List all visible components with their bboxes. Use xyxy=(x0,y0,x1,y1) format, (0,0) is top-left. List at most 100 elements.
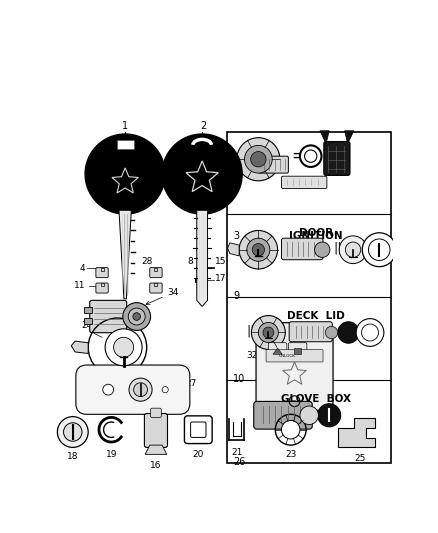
Circle shape xyxy=(251,316,285,350)
Circle shape xyxy=(356,319,384,346)
Polygon shape xyxy=(228,243,239,256)
Text: 19: 19 xyxy=(106,450,117,459)
Text: 23: 23 xyxy=(285,450,297,459)
Circle shape xyxy=(105,329,142,366)
Bar xyxy=(155,284,158,287)
Text: DECK  LID: DECK LID xyxy=(287,311,345,321)
Circle shape xyxy=(247,238,270,261)
Bar xyxy=(100,284,103,287)
Circle shape xyxy=(258,322,279,343)
Text: 32: 32 xyxy=(246,351,258,360)
Circle shape xyxy=(282,421,300,439)
FancyBboxPatch shape xyxy=(324,142,350,175)
FancyBboxPatch shape xyxy=(268,343,287,360)
Text: 22: 22 xyxy=(273,398,285,407)
FancyBboxPatch shape xyxy=(256,322,333,410)
Polygon shape xyxy=(294,348,301,354)
Circle shape xyxy=(123,303,151,330)
Text: GLOVE  BOX: GLOVE BOX xyxy=(281,394,351,404)
FancyBboxPatch shape xyxy=(96,268,108,278)
Bar xyxy=(85,306,92,313)
Polygon shape xyxy=(197,210,208,306)
Text: DOOR: DOOR xyxy=(299,228,333,238)
Text: UNLOCK: UNLOCK xyxy=(279,354,295,358)
Text: =: = xyxy=(291,147,305,165)
Bar xyxy=(227,132,391,463)
FancyBboxPatch shape xyxy=(151,408,161,417)
Circle shape xyxy=(251,151,266,167)
Polygon shape xyxy=(320,131,329,144)
Circle shape xyxy=(368,239,390,261)
Circle shape xyxy=(252,244,265,256)
Text: IGNITION: IGNITION xyxy=(289,231,343,241)
FancyBboxPatch shape xyxy=(289,322,332,342)
Bar xyxy=(100,268,103,271)
Text: 28: 28 xyxy=(141,257,152,266)
Polygon shape xyxy=(71,341,88,353)
Circle shape xyxy=(244,146,272,173)
Circle shape xyxy=(239,230,278,269)
Polygon shape xyxy=(145,445,167,454)
Circle shape xyxy=(304,150,317,163)
Text: 17: 17 xyxy=(215,273,227,282)
FancyBboxPatch shape xyxy=(282,238,323,260)
Polygon shape xyxy=(339,418,375,447)
Circle shape xyxy=(162,386,168,393)
Circle shape xyxy=(162,134,242,214)
FancyBboxPatch shape xyxy=(288,343,307,360)
FancyBboxPatch shape xyxy=(90,301,127,333)
Text: 3: 3 xyxy=(233,231,239,241)
Text: 20: 20 xyxy=(193,450,204,459)
FancyBboxPatch shape xyxy=(150,268,162,278)
Text: 27: 27 xyxy=(173,379,197,390)
FancyBboxPatch shape xyxy=(76,365,190,414)
FancyBboxPatch shape xyxy=(266,350,323,362)
Circle shape xyxy=(64,423,82,441)
Circle shape xyxy=(339,236,367,264)
Polygon shape xyxy=(273,348,282,354)
Circle shape xyxy=(361,324,378,341)
Circle shape xyxy=(134,383,148,397)
Polygon shape xyxy=(345,131,354,144)
FancyBboxPatch shape xyxy=(191,422,206,438)
Circle shape xyxy=(113,337,134,357)
Bar xyxy=(155,268,158,271)
Text: ||: || xyxy=(333,241,342,255)
Text: 2: 2 xyxy=(201,121,207,131)
Text: 34: 34 xyxy=(146,288,179,304)
Text: 1: 1 xyxy=(122,121,128,131)
Polygon shape xyxy=(119,210,131,299)
Text: 11: 11 xyxy=(74,281,85,290)
Text: ||: || xyxy=(247,325,255,337)
Text: 10: 10 xyxy=(233,374,245,384)
FancyBboxPatch shape xyxy=(150,283,162,293)
Circle shape xyxy=(85,134,165,214)
Text: 4: 4 xyxy=(79,263,85,272)
FancyBboxPatch shape xyxy=(96,283,108,293)
Circle shape xyxy=(300,406,318,424)
Bar xyxy=(85,318,92,324)
FancyBboxPatch shape xyxy=(258,156,288,173)
FancyBboxPatch shape xyxy=(282,176,327,189)
FancyBboxPatch shape xyxy=(145,414,167,447)
Circle shape xyxy=(128,308,145,325)
Circle shape xyxy=(362,233,396,266)
Text: 9: 9 xyxy=(233,291,239,301)
Circle shape xyxy=(325,326,338,338)
Text: 18: 18 xyxy=(67,452,78,461)
Circle shape xyxy=(300,146,321,167)
Circle shape xyxy=(133,313,141,320)
Text: 26: 26 xyxy=(233,457,245,467)
Text: 8: 8 xyxy=(188,257,194,266)
Text: 25: 25 xyxy=(354,454,366,463)
Text: 21: 21 xyxy=(231,448,243,457)
Circle shape xyxy=(346,242,361,257)
Circle shape xyxy=(103,384,113,395)
Text: 16: 16 xyxy=(150,461,162,470)
Circle shape xyxy=(263,327,274,338)
Text: 15: 15 xyxy=(215,257,227,266)
Circle shape xyxy=(314,242,330,257)
Circle shape xyxy=(318,403,341,427)
Circle shape xyxy=(57,417,88,447)
Text: 24: 24 xyxy=(81,321,93,329)
